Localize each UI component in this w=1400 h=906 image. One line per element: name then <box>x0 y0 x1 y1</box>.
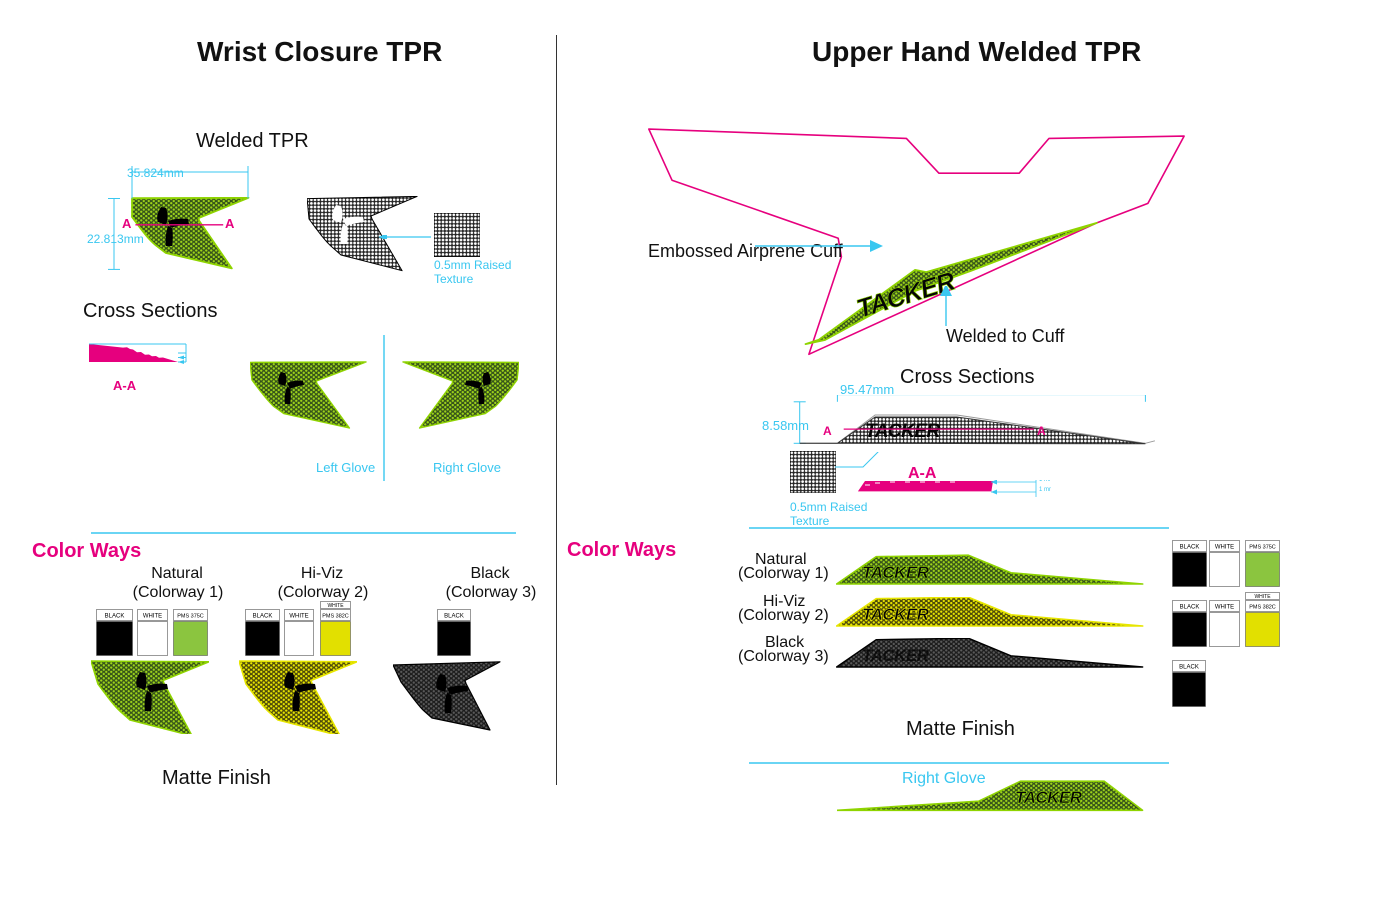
svg-text:PMS 382C: PMS 382C <box>1249 605 1276 611</box>
svg-text:PMS 375C: PMS 375C <box>177 614 204 620</box>
svg-text:BLACK: BLACK <box>105 614 125 620</box>
svg-text:BLACK: BLACK <box>253 614 273 620</box>
svg-text:TACKER: TACKER <box>865 421 941 442</box>
svg-text:WHITE: WHITE <box>1215 545 1234 551</box>
svg-text:PMS 382C: PMS 382C <box>322 614 349 620</box>
svg-text:BLACK: BLACK <box>444 614 464 620</box>
svg-text:PMS 375C: PMS 375C <box>1249 545 1276 551</box>
svg-text:TACKER: TACKER <box>862 646 930 665</box>
svg-text:WHITE: WHITE <box>1215 605 1234 611</box>
svg-text:1 mm: 1 mm <box>1039 487 1051 493</box>
svg-text:BLACK: BLACK <box>1180 605 1200 611</box>
svg-text:WHITE: WHITE <box>289 614 308 620</box>
svg-text:TACKER: TACKER <box>862 563 930 582</box>
svg-text:TACKER: TACKER <box>1015 788 1083 807</box>
svg-text:BLACK: BLACK <box>1180 545 1200 551</box>
svg-text:BLACK: BLACK <box>1179 665 1199 671</box>
svg-text:WHITE: WHITE <box>143 614 162 620</box>
svg-text:1 mm: 1 mm <box>1039 480 1051 483</box>
svg-text:TACKER: TACKER <box>862 605 930 624</box>
